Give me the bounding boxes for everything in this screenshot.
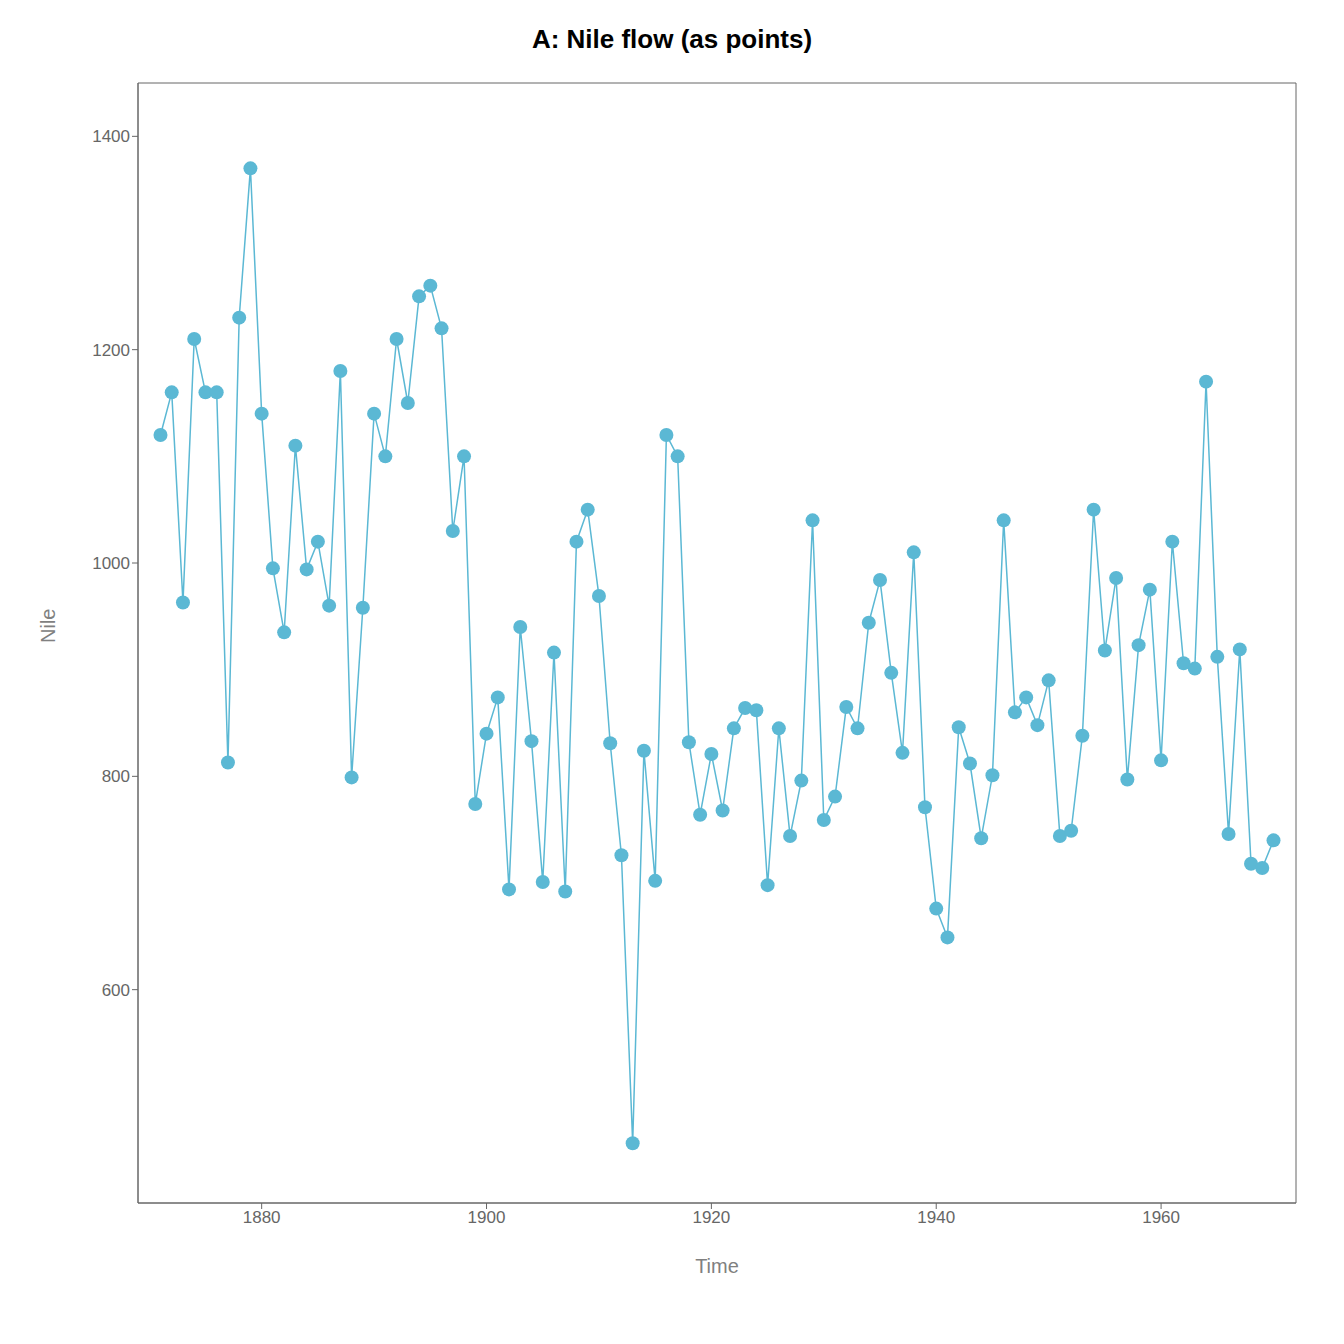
- svg-text:1960: 1960: [1142, 1208, 1180, 1227]
- svg-text:1880: 1880: [243, 1208, 281, 1227]
- svg-text:800: 800: [102, 767, 130, 786]
- svg-text:600: 600: [102, 981, 130, 1000]
- html-text:A: Nile flow (as points): A: Nile flow (as points): [531, 24, 813, 54]
- svg-text:1940: 1940: [917, 1208, 955, 1227]
- svg-text:1920: 1920: [692, 1208, 730, 1227]
- svg-text:Time: Time: [695, 1255, 739, 1277]
- svg-text:1000: 1000: [92, 554, 130, 573]
- svg-text:Nile: Nile: [37, 609, 59, 643]
- svg-text:1400: 1400: [92, 127, 130, 146]
- svg-text:1900: 1900: [468, 1208, 506, 1227]
- svg-text:1200: 1200: [92, 341, 130, 360]
